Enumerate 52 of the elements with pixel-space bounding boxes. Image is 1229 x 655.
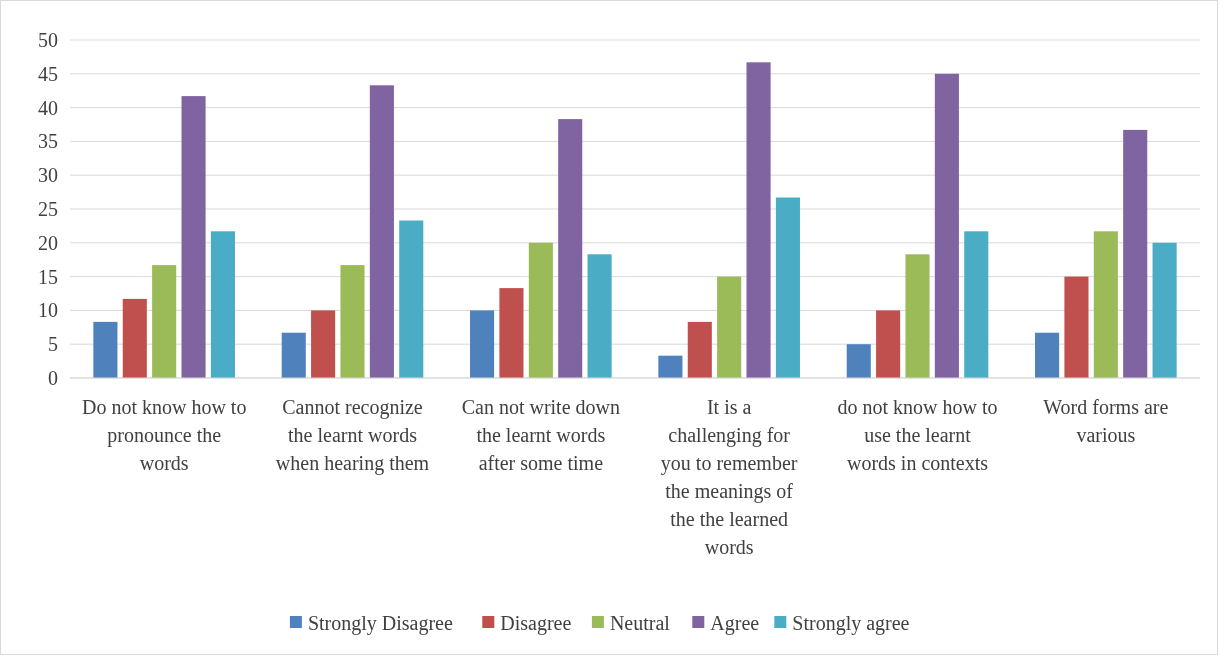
bar [1123,129,1148,378]
bar [687,321,712,378]
bar [1035,332,1060,378]
legend-label: Neutral [609,612,671,634]
bar [846,344,871,378]
bar [1093,231,1118,378]
legend-label: Strongly Disagree [307,612,453,635]
bar [876,310,901,378]
y-tick-label: 30 [38,164,58,187]
bar [1152,242,1177,378]
x-tick-label: Do not know how to pronounce the words [81,396,247,474]
bar [399,220,424,378]
x-tick-label: do not know how to use the learnt words in contexts [837,396,998,474]
bar [152,265,177,378]
bar [528,242,553,378]
legend-label: Strongly agree [792,612,910,635]
bar [717,276,742,378]
bar [905,254,930,378]
bar [369,85,394,378]
y-tick-label: 50 [38,29,58,51]
y-tick-label: 40 [38,96,58,119]
bar [470,310,495,378]
bar [122,298,147,378]
bar [340,265,365,378]
bar [658,355,683,378]
bar [93,321,118,378]
y-tick-label: 25 [38,198,58,220]
y-tick-label: 35 [38,130,58,153]
bar [311,310,336,378]
bar [1064,276,1089,378]
x-tick-label: Can not write down the learnt words after some time [461,396,620,474]
y-tick-label: 45 [38,62,58,85]
y-tick-label: 10 [38,299,58,322]
bar [587,254,612,378]
bar [181,96,206,378]
x-tick-label: Cannot recognize the learnt words when hearing them [275,396,430,475]
bar [281,332,306,378]
bar [746,62,771,378]
bar [210,231,235,378]
bar [499,288,524,378]
x-tick-label: It is a challenging for you to remember the meanings of the the learned words [660,396,798,558]
x-tick-label: Word forms are various [1043,396,1169,446]
legend-label: Disagree [500,612,572,635]
bar [775,197,800,378]
bar [934,73,959,378]
bar [558,119,583,378]
y-tick-label: 15 [38,265,58,288]
y-tick-label: 20 [38,231,58,254]
bar [964,231,989,378]
legend-label: Agree [710,612,760,635]
y-tick-label: 0 [48,367,58,389]
y-tick-label: 5 [48,333,58,356]
